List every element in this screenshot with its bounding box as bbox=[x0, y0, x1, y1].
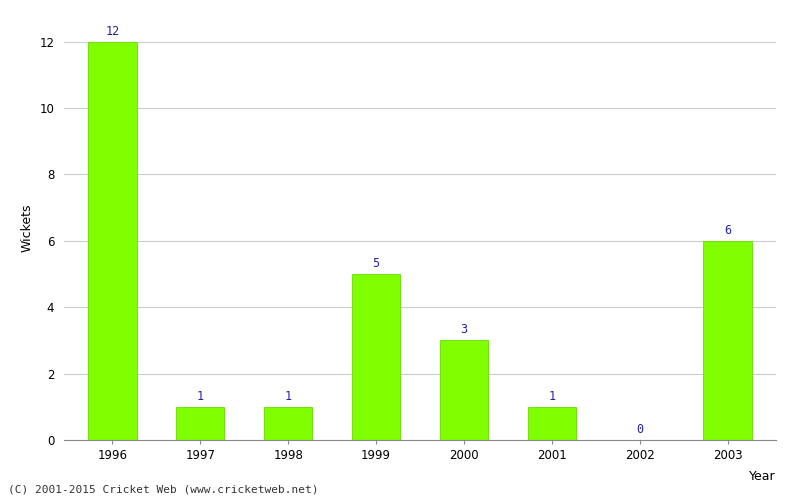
Text: 12: 12 bbox=[106, 24, 119, 38]
Text: 1: 1 bbox=[197, 390, 204, 403]
Text: 1: 1 bbox=[548, 390, 555, 403]
X-axis label: Year: Year bbox=[750, 470, 776, 483]
Bar bbox=[352, 274, 400, 440]
Bar bbox=[440, 340, 488, 440]
Bar bbox=[703, 241, 752, 440]
Bar bbox=[176, 407, 225, 440]
Text: (C) 2001-2015 Cricket Web (www.cricketweb.net): (C) 2001-2015 Cricket Web (www.cricketwe… bbox=[8, 485, 318, 495]
Text: 1: 1 bbox=[285, 390, 292, 403]
Text: 5: 5 bbox=[373, 257, 380, 270]
Y-axis label: Wickets: Wickets bbox=[21, 203, 34, 252]
Bar bbox=[88, 42, 137, 440]
Text: 3: 3 bbox=[460, 324, 467, 336]
Bar bbox=[264, 407, 312, 440]
Text: 6: 6 bbox=[724, 224, 731, 237]
Bar bbox=[528, 407, 576, 440]
Text: 0: 0 bbox=[636, 423, 643, 436]
